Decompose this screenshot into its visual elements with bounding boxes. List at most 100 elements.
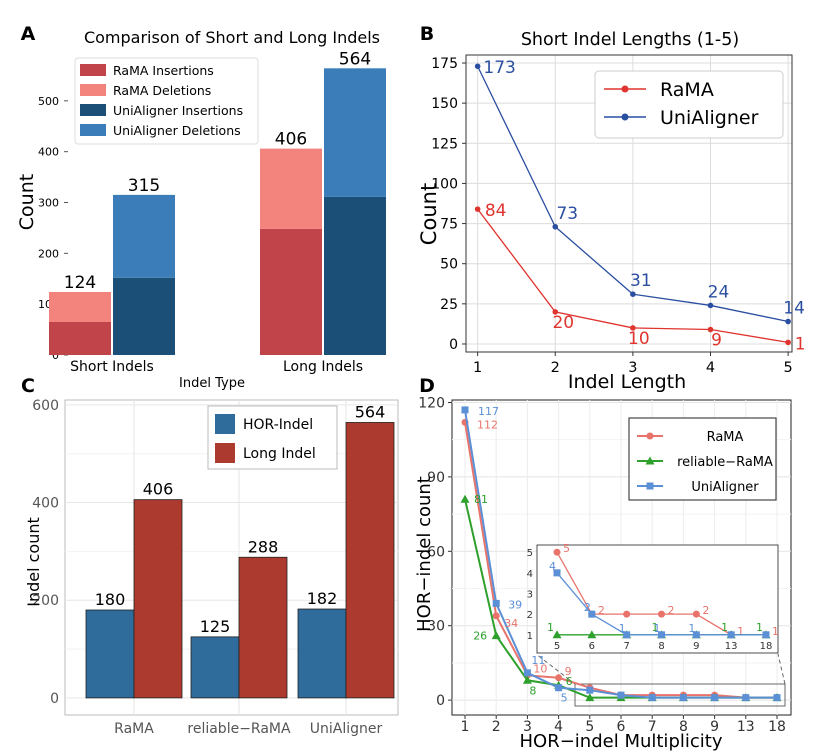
data-point — [711, 694, 719, 702]
data-point — [585, 693, 595, 702]
x-tick-label: 6 — [617, 719, 626, 735]
bar-segment — [113, 277, 175, 355]
legend-swatch — [215, 414, 235, 434]
legend-swatch — [215, 443, 235, 463]
data-label: 406 — [275, 130, 307, 150]
data-point — [555, 674, 563, 682]
data-label: 1 — [795, 334, 806, 354]
legend-marker — [646, 482, 654, 490]
data-point — [491, 631, 501, 640]
data-label: 11 — [531, 654, 545, 667]
inset-data-point — [658, 631, 665, 639]
inset-data-label: 1 — [654, 622, 661, 635]
data-label: 73 — [556, 204, 578, 224]
inset-y-tick-label: 5 — [527, 548, 533, 559]
inset-data-label: 1 — [688, 622, 695, 635]
data-point — [785, 318, 791, 325]
chart-b-title: Short Indel Lengths (1-5) — [521, 30, 739, 50]
y-axis-label: Count — [417, 183, 441, 245]
y-tick-label: 400 — [32, 496, 59, 512]
data-label: 24 — [708, 282, 730, 302]
data-label: 125 — [200, 617, 231, 636]
bar-segment — [113, 194, 175, 278]
data-label: 112 — [477, 418, 498, 431]
inset-data-label: 1 — [547, 621, 554, 634]
x-tick-label: Long Indels — [283, 359, 363, 375]
y-tick-label: 400 — [38, 146, 59, 159]
data-point — [523, 669, 531, 677]
bar — [133, 499, 183, 699]
y-tick-label: 100 — [431, 176, 458, 192]
data-label: 9 — [565, 665, 572, 678]
y-tick-label: 90 — [427, 470, 445, 486]
data-label: 34 — [504, 617, 518, 630]
data-point — [492, 599, 500, 607]
legend-entry: RaMA — [660, 79, 714, 101]
inset-data-point — [762, 631, 770, 639]
inset-data-label: 2 — [702, 604, 709, 617]
x-tick-label: 18 — [768, 719, 786, 735]
y-tick-label: 0 — [449, 337, 458, 353]
legend-entry: RaMA — [707, 430, 744, 445]
inset-data-point — [553, 548, 561, 556]
y-tick-label: 150 — [431, 96, 458, 112]
data-label: 14 — [783, 298, 805, 318]
bar-segment — [260, 228, 322, 355]
data-label: 9 — [711, 331, 722, 351]
inset-x-tick-label: 18 — [760, 641, 773, 652]
data-label: 39 — [508, 598, 522, 611]
data-label: 10 — [628, 329, 650, 349]
data-label: 5 — [561, 692, 568, 705]
data-point — [785, 339, 791, 346]
x-tick-label: 3 — [523, 719, 532, 735]
data-label: 564 — [339, 49, 371, 69]
x-tick-label: UniAligner — [310, 721, 383, 737]
bar-segment — [324, 68, 386, 197]
legend-swatch — [80, 124, 106, 136]
data-label: 288 — [248, 537, 279, 556]
inset-data-point — [623, 631, 631, 639]
y-axis-label: Count — [16, 174, 38, 230]
data-label: 10 — [533, 662, 547, 675]
x-tick-label: 1 — [461, 719, 470, 735]
legend-entry: UniAligner — [660, 107, 759, 129]
y-tick-label: 200 — [32, 593, 59, 609]
x-tick-label: 4 — [706, 360, 715, 376]
legend-entry: RaMA Deletions — [113, 83, 211, 98]
x-tick-label: 2 — [492, 719, 501, 735]
x-tick-label: 7 — [648, 719, 657, 735]
legend-entry: HOR-Indel — [243, 417, 313, 433]
zoom-connector — [777, 653, 786, 685]
zoom-connector — [535, 653, 576, 685]
legend-entry: reliable−RaMA — [677, 455, 773, 470]
x-axis-label: HOR−indel Multiplicity — [520, 731, 723, 752]
data-point — [630, 325, 636, 331]
inset-data-point — [692, 610, 700, 618]
x-axis-label: Indel Length — [568, 371, 686, 393]
bar-segment — [49, 321, 111, 355]
inset-data-point — [692, 631, 700, 639]
x-tick-label: 5 — [784, 360, 793, 376]
data-label: 124 — [64, 273, 96, 293]
data-point — [648, 694, 656, 702]
inset-x-tick-label: 5 — [554, 641, 560, 652]
inset-y-tick-label: 1 — [527, 631, 533, 642]
data-point — [474, 63, 481, 70]
inset-data-point — [658, 610, 665, 618]
data-point — [474, 206, 481, 212]
data-label: 117 — [478, 405, 499, 418]
data-label: 31 — [630, 271, 652, 291]
zoom-region — [574, 683, 786, 707]
bar — [345, 422, 395, 699]
inset-y-tick-label: 3 — [527, 590, 533, 601]
data-point — [522, 675, 532, 684]
x-tick-label: 9 — [710, 719, 719, 735]
legend-entry: UniAligner — [691, 480, 759, 495]
inset-data-point — [727, 631, 735, 639]
bar-segment — [324, 196, 386, 355]
legend-swatch — [80, 64, 106, 76]
y-axis-label: HOR−indel count — [414, 476, 435, 632]
inset-x-tick-label: 13 — [725, 641, 738, 652]
x-axis-label: Indel Type — [179, 376, 245, 391]
